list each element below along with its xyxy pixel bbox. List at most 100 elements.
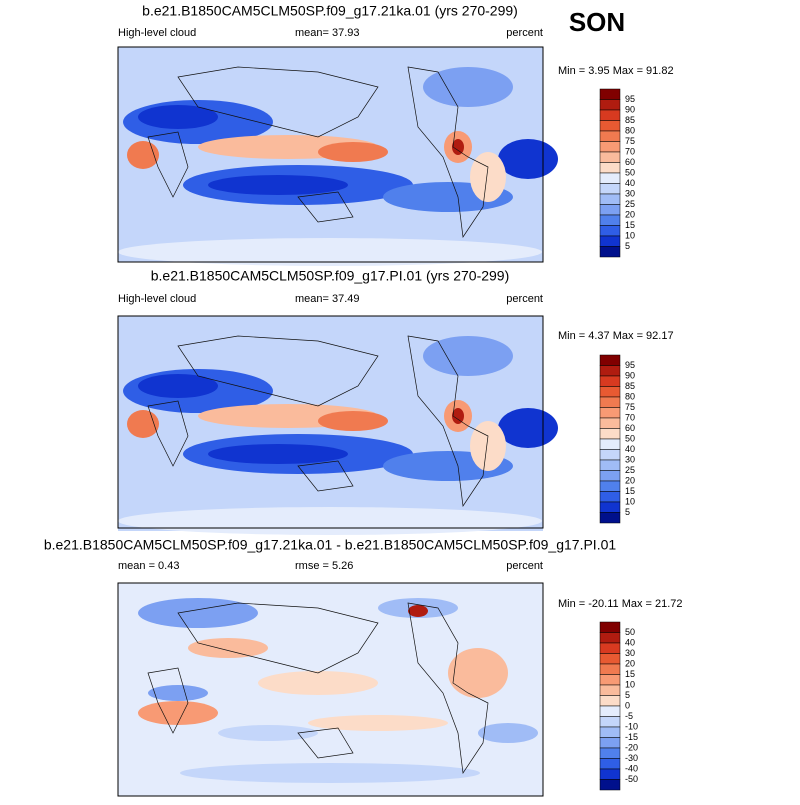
- colorbar-box: [599, 768, 621, 780]
- colorbar-label: 5: [625, 690, 630, 700]
- colorbar-label: 70: [625, 146, 635, 156]
- colorbar-box: [599, 632, 621, 644]
- colorbar-box: [599, 162, 621, 174]
- colorbar-box: [599, 141, 621, 153]
- colorbar-box: [599, 653, 621, 665]
- colorbar-label: 50: [625, 627, 635, 637]
- colorbar-label: 30: [625, 454, 635, 464]
- min-max: Min = -20.11 Max = 21.72: [558, 598, 683, 610]
- map: [117, 46, 559, 267]
- colorbar-box: [599, 396, 621, 408]
- colorbar-label: 25: [625, 199, 635, 209]
- middle-label: rmse = 5.26: [295, 560, 353, 572]
- colorbar-label: 95: [625, 360, 635, 370]
- left-label: High-level cloud: [118, 27, 196, 39]
- colorbar-label: 90: [625, 370, 635, 380]
- colorbar-label: 95: [625, 94, 635, 104]
- colorbar-box: [599, 695, 621, 707]
- colorbar-box: [599, 470, 621, 482]
- colorbar-box: [599, 737, 621, 749]
- colorbar-label: 30: [625, 188, 635, 198]
- middle-label: mean= 37.49: [295, 293, 360, 305]
- left-label: mean = 0.43: [118, 560, 179, 572]
- colorbar-label: 15: [625, 486, 635, 496]
- right-label: percent: [506, 27, 543, 39]
- colorbar-box: [599, 204, 621, 216]
- colorbar-label: 50: [625, 167, 635, 177]
- colorbar-label: 15: [625, 220, 635, 230]
- colorbar-label: 10: [625, 679, 635, 689]
- colorbar-label: -10: [625, 721, 638, 731]
- colorbar-label: -20: [625, 742, 638, 752]
- colorbar-label: -40: [625, 763, 638, 773]
- colorbar-label: 80: [625, 125, 635, 135]
- colorbar-box: [599, 172, 621, 184]
- colorbar-box: [599, 480, 621, 492]
- colorbar-box: [599, 88, 621, 100]
- colorbar-box: [599, 193, 621, 205]
- left-label: High-level cloud: [118, 293, 196, 305]
- colorbar-box: [599, 684, 621, 696]
- panel-title: b.e21.B1850CAM5CLM50SP.f09_g17.21ka.01 -…: [44, 537, 617, 553]
- colorbar-box: [599, 235, 621, 247]
- min-max: Min = 3.95 Max = 91.82: [558, 65, 674, 77]
- colorbar-label: -50: [625, 774, 638, 784]
- colorbar-label: 50: [625, 433, 635, 443]
- panel-title: b.e21.B1850CAM5CLM50SP.f09_g17.PI.01 (yr…: [151, 268, 510, 284]
- colorbar-box: [599, 705, 621, 717]
- colorbar-label: 40: [625, 178, 635, 188]
- colorbar-box: [599, 747, 621, 759]
- colorbar-box: [599, 501, 621, 513]
- colorbar-box: [599, 130, 621, 142]
- colorbar-box: [599, 407, 621, 419]
- colorbar-label: 85: [625, 115, 635, 125]
- colorbar-box: [599, 417, 621, 429]
- map-frame: [117, 315, 544, 529]
- colorbar-label: 20: [625, 658, 635, 668]
- panel-title: b.e21.B1850CAM5CLM50SP.f09_g17.21ka.01 (…: [142, 3, 518, 19]
- colorbar-label: 60: [625, 157, 635, 167]
- colorbar-box: [599, 151, 621, 163]
- colorbar-box: [599, 99, 621, 111]
- colorbar-label: 75: [625, 402, 635, 412]
- colorbar-box: [599, 109, 621, 121]
- colorbar-box: [599, 459, 621, 471]
- colorbar-box: [599, 758, 621, 770]
- right-label: percent: [506, 293, 543, 305]
- colorbar-box: [599, 512, 621, 524]
- map: [117, 315, 559, 536]
- colorbar-box: [599, 438, 621, 450]
- right-label: percent: [506, 560, 543, 572]
- colorbar-box: [599, 375, 621, 387]
- colorbar-label: 20: [625, 475, 635, 485]
- colorbar-label: 40: [625, 444, 635, 454]
- colorbar-label: 40: [625, 637, 635, 647]
- colorbar-label: 20: [625, 209, 635, 219]
- colorbar-box: [599, 214, 621, 226]
- colorbar-label: 90: [625, 104, 635, 114]
- colorbar-box: [599, 225, 621, 237]
- colorbar-label: -5: [625, 711, 633, 721]
- colorbar-box: [599, 354, 621, 366]
- colorbar-label: 10: [625, 496, 635, 506]
- colorbar-label: 5: [625, 507, 630, 517]
- colorbar-label: 30: [625, 648, 635, 658]
- colorbar-label: 5: [625, 241, 630, 251]
- colorbar-label: -15: [625, 732, 638, 742]
- colorbar-label: 0: [625, 700, 630, 710]
- colorbar-box: [599, 120, 621, 132]
- colorbar-label: 25: [625, 465, 635, 475]
- colorbar-label: -30: [625, 753, 638, 763]
- map-frame: [117, 582, 544, 797]
- colorbar-label: 60: [625, 423, 635, 433]
- colorbar-box: [599, 621, 621, 633]
- colorbar-box: [599, 726, 621, 738]
- middle-label: mean= 37.93: [295, 27, 360, 39]
- colorbar-label: 80: [625, 391, 635, 401]
- colorbar-label: 15: [625, 669, 635, 679]
- colorbar-label: 10: [625, 230, 635, 240]
- colorbar-label: 85: [625, 381, 635, 391]
- colorbar-box: [599, 674, 621, 686]
- colorbar-box: [599, 642, 621, 654]
